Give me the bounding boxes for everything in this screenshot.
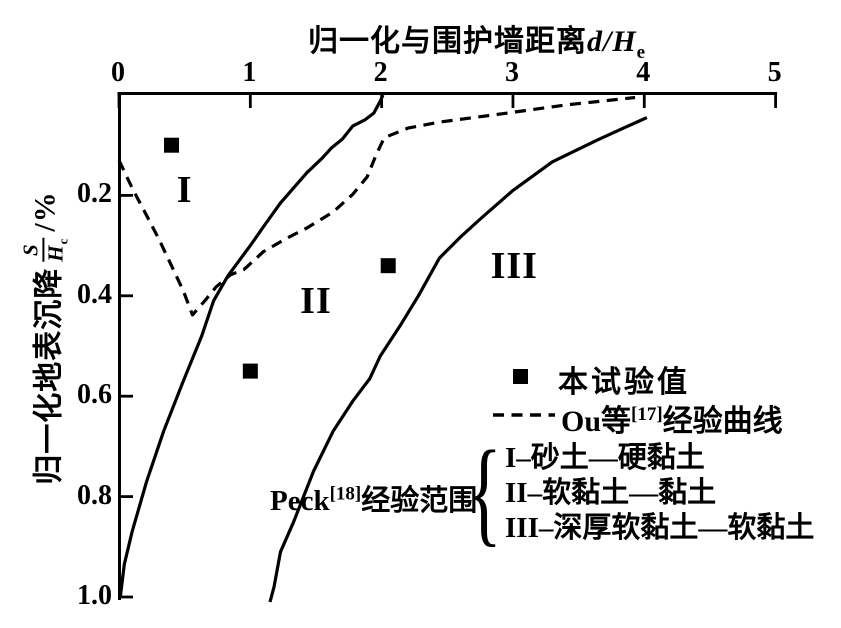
- x-tick-label-3: 3: [504, 57, 519, 88]
- ou-label-prefix: Ou等: [561, 405, 632, 438]
- y-axis-title-fraction: S Hc: [18, 237, 71, 262]
- x-axis-title-variable: d/H: [587, 25, 637, 58]
- fraction-denominator: Hc: [43, 237, 71, 262]
- x-tick-label-5: 5: [767, 57, 782, 88]
- zone-label-2: II: [300, 279, 332, 322]
- legend-ou-label: Ou等[17]经验曲线: [561, 396, 783, 440]
- data-point-square: [242, 363, 258, 379]
- x-tick-label-1: 1: [242, 57, 257, 88]
- y-tick-label-0.8: 0.8: [77, 479, 112, 511]
- x-axis-title-subscript: e: [636, 42, 647, 63]
- zone-label-1: I: [176, 169, 193, 212]
- zone-legend-item-3: III–深厚软黏土—软黏土: [505, 512, 815, 544]
- brace-icon: {: [466, 426, 502, 557]
- peck-label-citation: [18]: [329, 483, 362, 505]
- x-tick-label-0: 0: [111, 57, 125, 88]
- y-tick-label-0.2: 0.2: [77, 178, 112, 210]
- zone-legend-item-2: II–软黏土—黏土: [505, 477, 717, 509]
- y-axis-title: 归一化地表沉降 S Hc /%: [18, 191, 71, 484]
- zone-legend-list: I–砂土—硬黏土 II–软黏土—黏土 III–深厚软黏土—软黏土: [505, 441, 814, 546]
- ou-label-citation: [17]: [631, 404, 663, 425]
- legend-dashed-line-icon: [493, 413, 555, 417]
- curve-ou-dashed: [117, 95, 636, 317]
- peck-range-label: Peck[18]经验范围: [270, 477, 477, 519]
- fraction-numerator: S: [18, 237, 45, 262]
- curve-peck-solid-1: [118, 94, 385, 598]
- x-axis-title-text: 归一化与围护墙距离: [308, 25, 587, 58]
- legend-experimental-label: 本试验值: [558, 366, 690, 399]
- x-tick-label-4: 4: [636, 57, 651, 88]
- data-point-square: [164, 137, 180, 153]
- peck-label-suffix: 经验范围: [361, 485, 478, 517]
- x-tick-label-2: 2: [373, 57, 388, 88]
- zone-label-3: III: [490, 244, 538, 287]
- ou-label-suffix: 经验曲线: [662, 405, 783, 438]
- y-tick-label-1.0: 1.0: [77, 580, 112, 611]
- legend-square-marker-icon: [513, 369, 528, 384]
- y-tick-label-0.6: 0.6: [77, 379, 112, 411]
- y-tick-label-0.4: 0.4: [77, 278, 112, 310]
- data-point-square: [380, 258, 396, 274]
- x-axis-title: 归一化与围护墙距离d/He: [308, 16, 646, 64]
- curve-peck-solid-2: [268, 116, 648, 603]
- zone-legend-item-1: I–砂土—硬黏土: [505, 442, 705, 474]
- peck-label-prefix: Peck: [270, 485, 330, 517]
